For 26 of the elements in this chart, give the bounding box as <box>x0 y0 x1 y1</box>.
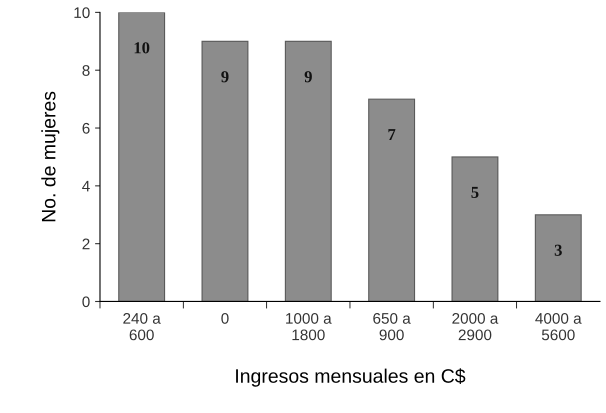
bar <box>118 12 166 302</box>
y-tick-label: 8 <box>82 65 90 76</box>
bar <box>202 40 248 302</box>
bar <box>368 98 416 302</box>
y-tick-label: 10 <box>74 7 90 18</box>
y-tick-label: 4 <box>82 180 90 192</box>
x-tick-label: 4000 a 5600 <box>535 313 582 340</box>
data-label: 9 <box>221 71 229 82</box>
x-tick-label: 2000 a 2900 <box>452 313 498 340</box>
y-axis-title: No. de mujeres <box>41 92 60 222</box>
x-axis-title: Ingresos mensuales en C$ <box>236 368 466 387</box>
bar <box>284 40 332 302</box>
x-tick-label: 650 a 900 <box>373 313 411 340</box>
x-tick-label: 240 a 600 <box>123 313 161 340</box>
y-tick-label: 6 <box>82 122 90 134</box>
y-tick-label: 0 <box>82 296 90 308</box>
data-label: 3 <box>554 244 562 256</box>
x-tick-label: 0 <box>221 313 229 324</box>
bar <box>451 156 498 302</box>
y-tick-label: 2 <box>82 238 90 250</box>
data-label: 5 <box>471 186 479 198</box>
data-label: 10 <box>134 42 150 54</box>
data-label: 7 <box>388 129 396 140</box>
bar <box>534 214 582 302</box>
data-label: 9 <box>304 71 312 82</box>
x-tick-label: 1000 a 1800 <box>286 313 332 340</box>
